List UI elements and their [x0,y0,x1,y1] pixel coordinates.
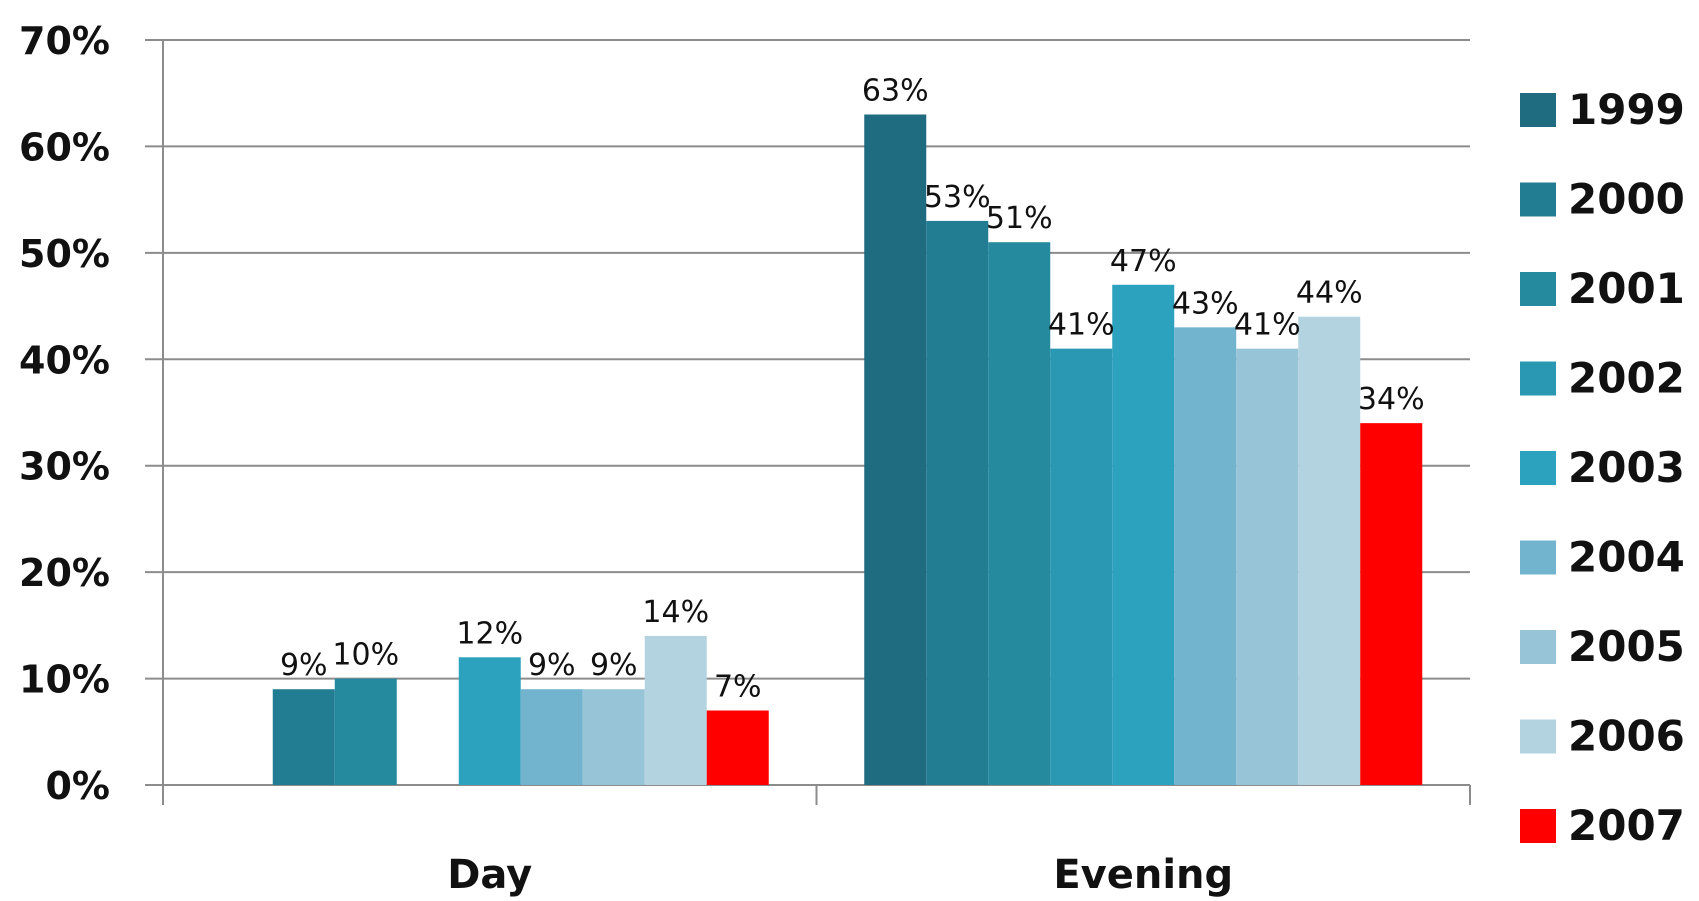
legend-label: 2001 [1568,264,1685,313]
bar-2007-evening [1360,423,1423,785]
legend-label: 2007 [1568,801,1685,850]
legend: 1999 2000 2001 2002 2003 2004 2005 2006 2007 [1520,85,1685,850]
legend-swatch [1520,719,1556,754]
y-tick-label: 70% [19,19,110,63]
bar-2006-evening [1298,316,1361,785]
bar-2002-evening [1050,348,1113,785]
data-label: 41% [1234,308,1301,343]
data-labels: 9% 10%12%9% 9%14%7%63%53%51%41%47%43%41%44… [280,74,1425,705]
y-tick-label: 30% [19,445,110,489]
bar-2004-evening [1174,327,1237,785]
bars [272,114,1423,785]
data-label: 12% [456,616,523,651]
data-label: 47% [1110,244,1177,279]
data-label: 41% [1048,308,1115,343]
data-label: 43% [1172,286,1239,321]
bar-2001-evening [988,242,1051,785]
y-tick-label: 10% [19,658,110,702]
data-label: 14% [642,595,709,630]
bar-2004-day [520,689,583,785]
legend-label: 2003 [1568,443,1685,492]
bar-2001-day [334,678,397,785]
legend-swatch [1520,630,1556,664]
legend-label: 2004 [1568,533,1685,582]
legend-label: 1999 [1568,85,1685,134]
legend-swatch [1520,272,1556,306]
data-label: 44% [1296,276,1363,311]
data-label: 9% [590,648,638,683]
data-label: 9% [528,648,576,683]
legend-swatch [1520,809,1556,843]
legend-swatch [1520,182,1556,217]
data-label: 7% [714,670,762,705]
y-tick-label: 40% [19,338,110,382]
data-label: 10% [332,638,399,673]
legend-swatch [1520,451,1556,485]
y-tick-label: 20% [19,551,110,595]
data-label: 53% [924,180,991,215]
y-axis: 0% 10% 20% 30% 40% 50% 60% 70% [19,19,164,808]
bar-2000-day [272,689,335,785]
bar-2003-day [458,657,521,785]
bar-1999-evening [864,114,927,785]
y-tick-label: 0% [45,764,110,808]
legend-label: 2002 [1568,354,1685,403]
y-tick-label: 60% [19,125,110,169]
data-label: 51% [986,201,1053,236]
data-label: 9% [280,648,328,683]
legend-swatch [1520,93,1556,127]
legend-label: 2005 [1568,622,1685,671]
bar-2000-evening [926,220,989,785]
legend-swatch [1520,540,1556,575]
x-category-label: Day [447,852,532,898]
x-axis: Day Evening [163,784,1471,898]
bar-2003-evening [1112,284,1175,785]
bar-2007-day [706,710,769,785]
bar-2005-day [582,689,645,785]
legend-label: 2006 [1568,712,1685,761]
data-label: 63% [862,74,929,109]
legend-label: 2000 [1568,175,1685,224]
bar-2005-evening [1236,348,1299,785]
y-tick-label: 50% [19,232,110,276]
x-category-label: Evening [1053,852,1233,898]
legend-swatch [1520,361,1556,396]
data-label: 34% [1358,382,1425,417]
bar-2006-day [644,636,707,785]
